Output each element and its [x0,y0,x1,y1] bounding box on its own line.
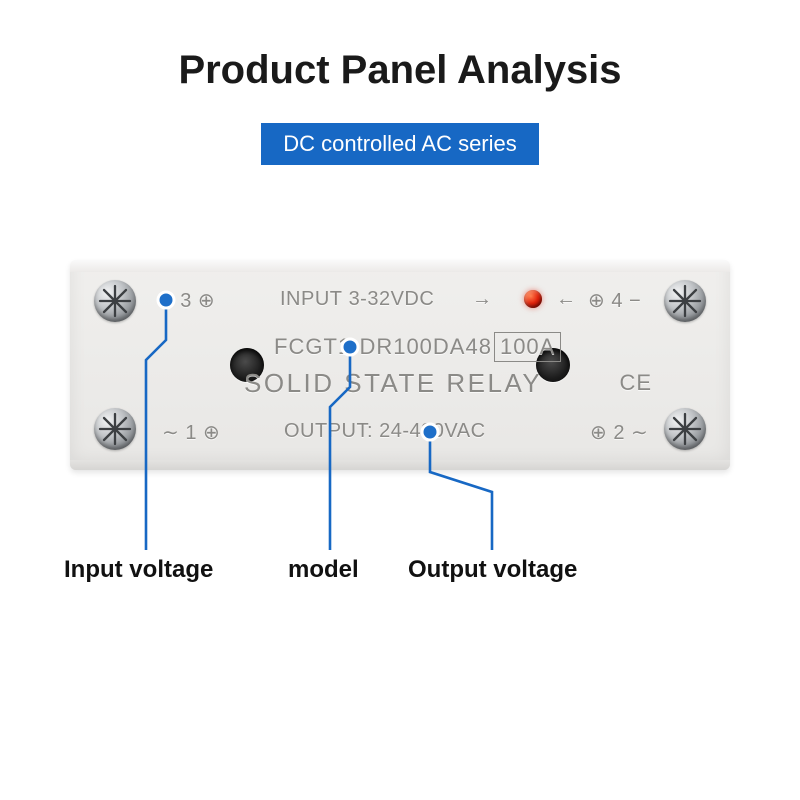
callout-output-voltage: Output voltage [408,556,577,584]
callout-model: model [288,556,359,584]
output-terminal-right: ⊕ 2 ∼ [590,420,648,445]
output-label-text: OUTPUT: [284,420,373,442]
page-title: Product Panel Analysis [0,0,800,93]
output-label: OUTPUT: 24-480VAC [284,420,486,443]
screw-icon [664,280,706,322]
callout-input-voltage: Input voltage [64,556,213,584]
model-current-rating: 100A [494,332,561,362]
status-led-icon [524,290,542,308]
relay-panel: + 3 ⊕ INPUT 3-32VDC → ← ⊕ 4 − FCGT1-DR10… [70,260,730,470]
screw-icon [94,280,136,322]
product-name: SOLID STATE RELAY [244,368,542,399]
screw-icon [94,408,136,450]
input-label: INPUT 3-32VDC [280,288,434,311]
output-value: 24-480VAC [379,420,485,442]
input-terminal-left: + 3 ⊕ [162,288,215,313]
output-terminal-left: ∼ 1 ⊕ [162,420,220,445]
arrow-left-icon: ← [556,288,577,311]
input-value: 3-32VDC [349,288,435,310]
model-number: FCGT1-DR100DA48100A [274,332,561,362]
screw-icon [664,408,706,450]
model-prefix: FCGT1-DR100DA48 [274,334,492,359]
arrow-right-icon: → [472,288,493,311]
input-label-text: INPUT [280,288,343,310]
input-terminal-right: ⊕ 4 − [588,288,641,313]
ce-mark-icon: CE [619,370,652,396]
series-badge: DC controlled AC series [261,123,539,165]
